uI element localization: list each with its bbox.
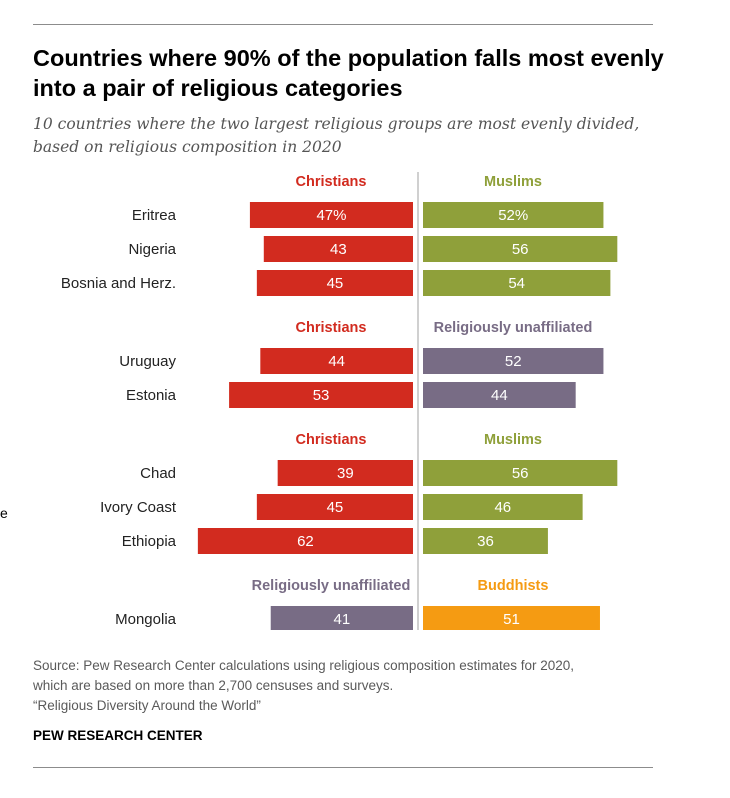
value-right-chad: 56 [512,465,529,482]
bar-left-nigeria [263,236,413,262]
group-1-left-header: Christians [296,174,367,190]
country-label-mongolia: Mongolia [115,611,177,628]
stray-mark: e [0,505,8,521]
value-right-mongolia: 51 [503,611,520,628]
source-line-1: Source: Pew Research Center calculations… [33,658,575,673]
country-label-chad: Chad [140,465,176,482]
country-label-nigeria: Nigeria [128,241,176,258]
source-note: Source: Pew Research Center calculations… [33,656,693,716]
country-label-ivory-coast: Ivory Coast [100,499,177,516]
bar-right-uruguay [423,348,604,374]
source-line-3: “Religious Diversity Around the World” [33,698,261,713]
country-label-bosnia-and-herz: Bosnia and Herz. [61,275,176,292]
value-right-eritrea: 52% [498,207,528,224]
bar-left-mongolia [270,606,413,630]
bar-right-ivory-coast [423,494,583,520]
bar-right-eritrea [423,202,604,228]
bar-right-mongolia [423,606,600,630]
brand-logo-text: PEW RESEARCH CENTER [33,728,203,743]
bar-left-bosnia-and-herz [256,270,413,296]
source-line-2: which are based on more than 2,700 censu… [33,678,394,693]
value-left-eritrea: 47% [316,207,346,224]
value-left-ethiopia: 62 [297,533,314,550]
bar-left-chad [277,460,413,486]
bar-right-bosnia-and-herz [423,270,611,296]
bottom-rule [33,767,653,768]
value-left-nigeria: 43 [330,241,347,258]
bar-right-ethiopia [423,528,548,554]
value-right-uruguay: 52 [505,353,522,370]
group-3-right-header: Muslims [484,432,542,448]
group-2-left-header: Christians [296,320,367,336]
value-right-estonia: 44 [491,387,508,404]
chart-title: Countries where 90% of the population fa… [33,45,664,101]
bar-right-chad [423,460,618,486]
value-left-uruguay: 44 [328,353,345,370]
value-left-ivory-coast: 45 [327,499,344,516]
top-rule [33,24,653,25]
value-left-chad: 39 [337,465,354,482]
bar-left-uruguay [260,348,413,374]
country-label-ethiopia: Ethiopia [122,533,177,550]
bar-right-nigeria [423,236,618,262]
value-left-bosnia-and-herz: 45 [327,275,344,292]
bar-left-ethiopia [197,528,413,554]
value-left-estonia: 53 [313,387,330,404]
value-right-bosnia-and-herz: 54 [508,275,525,292]
bar-left-estonia [229,382,413,408]
group-3-left-header: Christians [296,432,367,448]
chart-subtitle: 10 countries where the two largest relig… [33,115,640,156]
group-2-right-header: Religiously unaffiliated [434,320,593,336]
group-1-right-header: Muslims [484,174,542,190]
bar-left-eritrea [249,202,413,228]
value-right-ivory-coast: 46 [494,499,511,516]
bar-right-estonia [423,382,576,408]
value-left-mongolia: 41 [334,611,351,628]
group-4-left-header: Religiously unaffiliated [252,578,411,594]
country-label-eritrea: Eritrea [132,207,177,224]
country-label-uruguay: Uruguay [119,353,176,370]
group-4-right-header: Buddhists [478,578,549,594]
diverging-bar-chart: Christians Muslims Eritrea 47% 52% Nigeria 43 5… [61,172,618,630]
value-right-ethiopia: 36 [477,533,494,550]
country-label-estonia: Estonia [126,387,177,404]
bar-left-ivory-coast [256,494,413,520]
value-right-nigeria: 56 [512,241,529,258]
